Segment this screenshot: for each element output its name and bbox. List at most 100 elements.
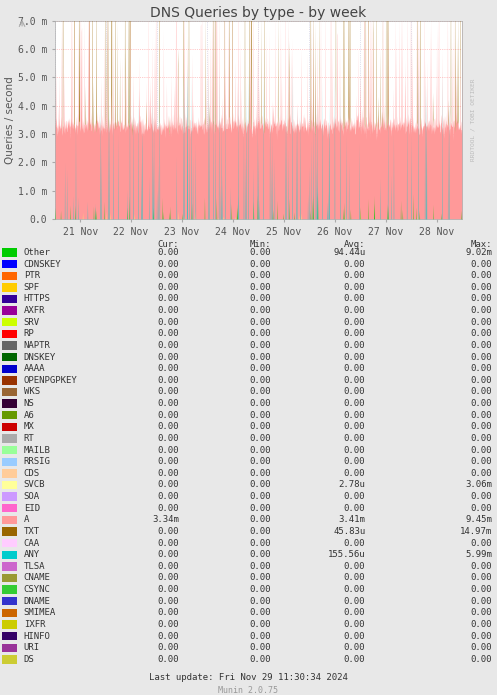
Text: OPENPGPKEY: OPENPGPKEY [24,376,78,385]
Text: 0.00: 0.00 [471,283,492,292]
Text: 0.00: 0.00 [158,644,179,652]
Text: CSYNC: CSYNC [24,585,51,594]
Text: RP: RP [24,329,35,338]
Text: 0.00: 0.00 [249,527,271,536]
Text: 0.00: 0.00 [158,352,179,361]
Text: 0.00: 0.00 [471,364,492,373]
Text: 0.00: 0.00 [344,504,365,513]
Text: HINFO: HINFO [24,632,51,641]
Text: 0.00: 0.00 [158,341,179,350]
Text: 0.00: 0.00 [344,492,365,501]
Bar [2,574,17,582]
Bar [2,283,17,291]
Text: 0.00: 0.00 [344,423,365,432]
Text: 0.00: 0.00 [249,620,271,629]
Text: 9.02m: 9.02m [465,248,492,257]
Bar [2,400,17,408]
Text: 0.00: 0.00 [158,283,179,292]
Text: 0.00: 0.00 [471,632,492,641]
Text: 0.00: 0.00 [249,434,271,443]
Bar [2,655,17,664]
Text: 0.00: 0.00 [249,259,271,268]
Text: 0.00: 0.00 [158,597,179,606]
Text: 0.00: 0.00 [344,655,365,664]
Text: 0.00: 0.00 [344,632,365,641]
Text: 0.00: 0.00 [158,608,179,617]
Text: 2.78u: 2.78u [338,480,365,489]
Text: SOA: SOA [24,492,40,501]
Bar [2,388,17,396]
Text: 0.00: 0.00 [471,644,492,652]
Text: TLSA: TLSA [24,562,45,571]
Bar [2,434,17,443]
Text: AAAA: AAAA [24,364,45,373]
Title: DNS Queries by type - by week: DNS Queries by type - by week [150,6,367,19]
Text: 0.00: 0.00 [249,585,271,594]
Text: CDS: CDS [24,469,40,478]
Text: 0.00: 0.00 [344,352,365,361]
Text: PTR: PTR [24,271,40,280]
Text: 0.00: 0.00 [344,411,365,420]
Bar [2,423,17,431]
Text: 0.00: 0.00 [471,585,492,594]
Bar [2,446,17,455]
Text: 0.00: 0.00 [158,423,179,432]
Text: NAPTR: NAPTR [24,341,51,350]
Text: 0.00: 0.00 [344,445,365,455]
Text: 0.00: 0.00 [158,573,179,582]
Text: 0.00: 0.00 [471,423,492,432]
Text: 0.00: 0.00 [344,341,365,350]
Text: 3.34m: 3.34m [152,516,179,524]
Text: 0.00: 0.00 [249,516,271,524]
Text: 0.00: 0.00 [249,445,271,455]
Text: Min:: Min: [249,240,271,249]
Bar [2,306,17,315]
Bar [2,341,17,350]
Text: 0.00: 0.00 [249,504,271,513]
Text: 0.00: 0.00 [249,655,271,664]
Bar [2,609,17,617]
Text: 0.00: 0.00 [249,457,271,466]
Text: 0.00: 0.00 [249,318,271,327]
Text: 0.00: 0.00 [344,259,365,268]
Text: 0.00: 0.00 [249,376,271,385]
Bar [2,481,17,489]
Bar [2,272,17,280]
Text: 45.83u: 45.83u [333,527,365,536]
Bar [2,353,17,361]
Text: 0.00: 0.00 [471,573,492,582]
Text: 0.00: 0.00 [249,364,271,373]
Text: 0.00: 0.00 [344,399,365,408]
Text: 9.45m: 9.45m [465,516,492,524]
Text: 0.00: 0.00 [344,295,365,304]
Text: 0.00: 0.00 [158,504,179,513]
Text: 0.00: 0.00 [158,295,179,304]
Text: 0.00: 0.00 [249,539,271,548]
Text: 0.00: 0.00 [158,562,179,571]
Text: 0.00: 0.00 [344,364,365,373]
Text: 0.00: 0.00 [249,562,271,571]
Bar [2,411,17,419]
Text: 0.00: 0.00 [249,352,271,361]
Text: Cur:: Cur: [158,240,179,249]
Text: 0.00: 0.00 [249,423,271,432]
Text: ANY: ANY [24,550,40,559]
Bar [2,550,17,559]
Text: 0.00: 0.00 [344,457,365,466]
Text: TXT: TXT [24,527,40,536]
Bar [2,318,17,327]
Text: 0.00: 0.00 [471,318,492,327]
Text: 0.00: 0.00 [249,295,271,304]
Text: NS: NS [24,399,35,408]
Text: A: A [24,516,29,524]
Text: 0.00: 0.00 [158,480,179,489]
Text: 0.00: 0.00 [344,539,365,548]
Text: 0.00: 0.00 [158,306,179,315]
Text: 0.00: 0.00 [158,632,179,641]
Bar [2,364,17,373]
Text: 0.00: 0.00 [344,573,365,582]
Text: 0.00: 0.00 [344,306,365,315]
Text: 0.00: 0.00 [344,283,365,292]
Text: 0.00: 0.00 [249,480,271,489]
Text: RT: RT [24,434,35,443]
